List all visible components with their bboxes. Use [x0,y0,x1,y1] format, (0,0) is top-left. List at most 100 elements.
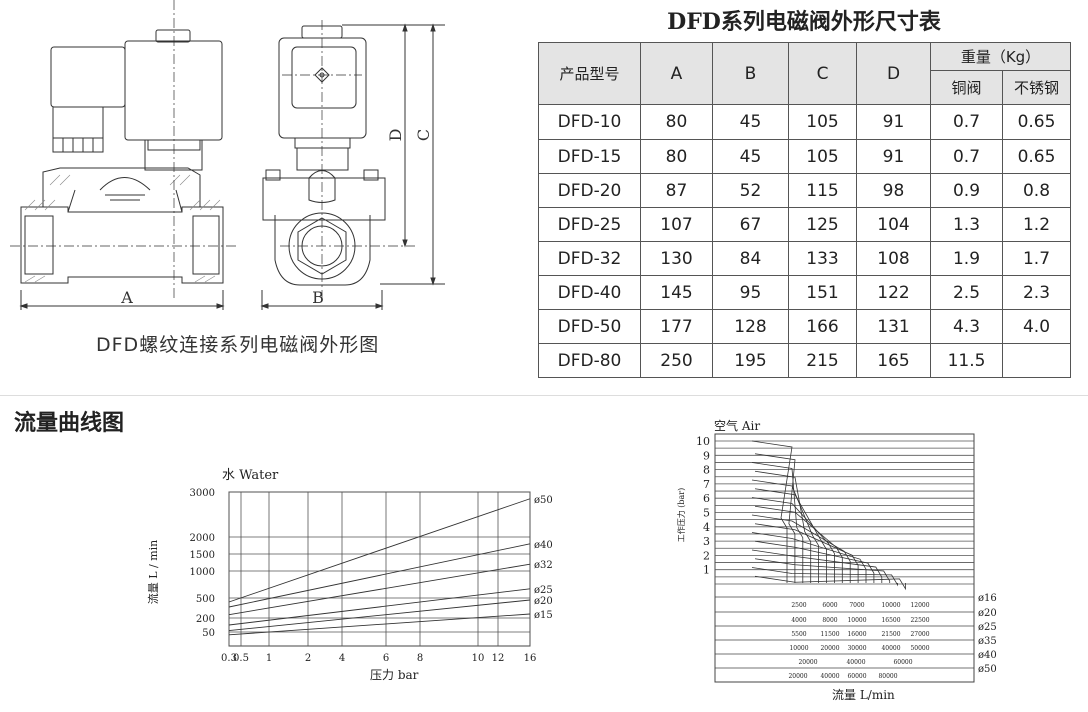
x-axis-label: 压力 bar [370,668,419,682]
y-tick-label: 9 [703,449,710,462]
flow-value: 10000 [881,602,900,609]
table-row: DFD-50 177 128 166 131 4.3 4.0 [538,309,1071,344]
cell-d: 104 [856,207,931,242]
flow-value: 21500 [881,631,900,638]
cell-b: 128 [712,309,789,344]
cell-stainless: 1.7 [1002,241,1071,276]
header-b: B [712,42,789,105]
diameter-label: ø25 [978,622,997,633]
air-curve [751,462,804,583]
cell-stainless: 0.8 [1002,173,1071,208]
cell-a: 145 [640,275,713,310]
dim-d-label: D [386,129,405,142]
cell-model: DFD-50 [538,309,641,344]
air-curve [754,505,843,583]
cell-a: 177 [640,309,713,344]
y-tick-label: 6 [703,492,710,505]
flow-value: 12000 [910,602,929,609]
flow-value: 2500 [791,602,806,609]
y-tick-label: 50 [202,628,215,639]
flow-value: 20000 [820,645,839,652]
series-label: ø15 [534,610,553,621]
header-a: A [640,42,713,105]
dimension-table: 产品型号 A B C D 重量（Kg） 铜阀 不锈钢 DFD-10 80 45 105… [538,42,1071,378]
flow-value: 16000 [847,631,866,638]
cell-c: 151 [788,275,857,310]
y-tick-label: 1000 [190,567,215,578]
header-stainless: 不锈钢 [1002,70,1071,105]
cell-d: 122 [856,275,931,310]
dim-c-label: C [414,129,433,141]
y-tick-label: 7 [703,478,710,491]
air-curve [751,497,835,583]
cell-a: 87 [640,173,713,208]
cell-stainless: 2.3 [1002,275,1071,310]
dim-b-label: B [312,288,324,307]
cell-d: 91 [856,104,931,140]
x-tick-label: 16 [524,653,537,664]
cell-d: 165 [856,343,931,378]
diameter-label: ø50 [978,664,997,675]
cell-copper: 1.3 [930,207,1003,242]
table-row: DFD-32 130 84 133 108 1.9 1.7 [538,241,1071,276]
cell-stainless: 0.65 [1002,104,1071,140]
x-tick-label: 0.3 [221,653,237,664]
cell-stainless [1002,343,1071,378]
flow-value: 40000 [846,659,865,666]
table-row: DFD-40 145 95 151 122 2.5 2.3 [538,275,1071,310]
series-label: ø50 [534,495,553,506]
chart-title: 水 Water [222,468,279,483]
flow-value: 60000 [847,673,866,680]
flow-value: 10000 [789,645,808,652]
flow-value: 11500 [820,631,839,638]
section-divider [0,395,1088,396]
cell-c: 115 [788,173,857,208]
cell-d: 108 [856,241,931,276]
x-tick-label: 8 [417,653,423,664]
cell-c: 125 [788,207,857,242]
cell-model: DFD-32 [538,241,641,276]
cell-d: 98 [856,173,931,208]
x-tick-label: 4 [339,653,345,664]
flow-value: 50000 [910,645,929,652]
cell-b: 45 [712,139,789,174]
flow-value: 60000 [893,659,912,666]
x-tick-label: 10 [472,653,485,664]
x-tick-label: 6 [383,653,389,664]
diameter-label: ø35 [978,636,997,647]
x-axis-label: 流量 L/min [832,688,895,702]
flow-value: 5500 [791,631,806,638]
air-curve [751,549,883,583]
cell-a: 250 [640,343,713,378]
x-tick-label: 1 [266,653,272,664]
cell-a: 80 [640,139,713,174]
y-tick-label: 10 [696,435,710,448]
header-weight: 重量（Kg） [930,42,1071,71]
air-curve [754,575,906,591]
flow-value: 20000 [798,659,817,666]
air-curve [751,532,867,583]
cell-model: DFD-25 [538,207,641,242]
cell-b: 67 [712,207,789,242]
diameter-label: ø16 [978,593,997,604]
header-d: D [856,42,931,105]
cell-model: DFD-20 [538,173,641,208]
cell-stainless: 0.65 [1002,139,1071,174]
table-row: DFD-15 80 45 105 91 0.7 0.65 [538,139,1071,174]
cell-b: 195 [712,343,789,378]
flow-value: 10000 [847,617,866,624]
y-tick-label: 200 [196,614,215,625]
cell-c: 133 [788,241,857,276]
cell-stainless: 1.2 [1002,207,1071,242]
cell-copper: 0.9 [930,173,1003,208]
cell-d: 131 [856,309,931,344]
x-tick-label: 12 [492,653,505,664]
cell-b: 84 [712,241,789,276]
series-label: ø40 [534,540,553,551]
y-axis-label: 工作压力 (bar) [676,488,686,543]
cell-a: 130 [640,241,713,276]
header-copper: 铜阀 [930,70,1003,105]
y-tick-label: 1500 [190,550,215,561]
cell-c: 105 [788,104,857,140]
